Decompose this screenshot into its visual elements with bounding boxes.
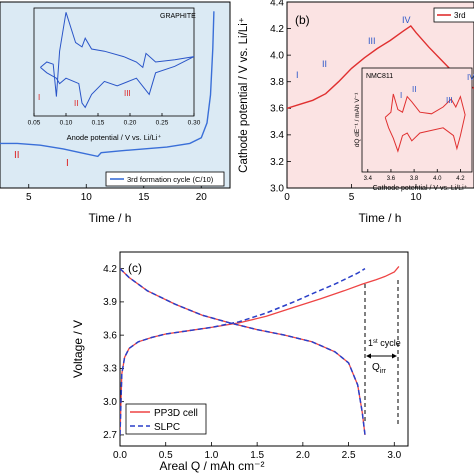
panel-a-inset-x-axis: 0.05 0.10 0.15 0.20 0.25 0.30 bbox=[28, 113, 201, 127]
panel-b-y-tick-label-3: 3.6 bbox=[270, 104, 284, 115]
panel-c-pp3d-charge-line bbox=[120, 265, 400, 435]
panel-c-y-tick-label-3: 3.6 bbox=[103, 330, 117, 341]
panel-c-y-tick-label-1: 3.0 bbox=[103, 397, 117, 408]
panel-c-qirr-arrowhead-right bbox=[392, 353, 397, 359]
panel-c-x-tick-label-5: 2.5 bbox=[342, 450, 356, 461]
panel-c-y-label: Voltage / V bbox=[71, 320, 85, 378]
panel-b-inset-series-line bbox=[384, 93, 466, 153]
panel-b-inset-x-axis: 3.4 3.6 3.8 4.0 4.2 bbox=[364, 169, 465, 182]
panel-a-region-label-ii: II bbox=[14, 150, 20, 161]
panel-a: 5 10 15 20 Time / h II I 3rd formation cycl… bbox=[0, 1, 231, 225]
panel-c-slpc-discharge-line bbox=[120, 268, 366, 435]
panel-b-y-tick-label-2: 3.4 bbox=[270, 130, 284, 141]
panel-b-inset-x-tick-label-1: 3.6 bbox=[387, 176, 396, 182]
panel-b-inset-box bbox=[361, 67, 473, 173]
panel-b-inset-x-tick-label-3: 4.0 bbox=[433, 176, 442, 182]
panel-b-inset-x-tick-label-4: 4.2 bbox=[456, 176, 465, 182]
panel-a-legend-box bbox=[105, 171, 225, 187]
panel-a-inset-x-tick-label-2: 0.15 bbox=[92, 120, 105, 127]
panel-c: 0.0 0.5 1.0 1.5 2.0 2.5 3.02.73.03.33.63.94.2 … bbox=[71, 251, 409, 473]
panel-b-inset-y-label: dQ dE⁻¹ / mAh V⁻¹ bbox=[354, 92, 361, 147]
panel-a-inset-x-tick-label-0: 0.05 bbox=[28, 120, 41, 127]
panel-c-panel-label: (c) bbox=[128, 261, 142, 275]
panel-c-axes: 0.0 0.5 1.0 1.5 2.0 2.5 3.0 2.7 3.0 3.3 3.6 3.9 4.2 bbox=[103, 264, 402, 461]
panel-c-y-tick-label-2: 3.3 bbox=[103, 364, 117, 375]
panel-b-region-label-iii: III bbox=[368, 36, 376, 46]
panel-c-annotation-qirr: Qirr bbox=[372, 362, 387, 375]
panel-a-inset-label-ii: II bbox=[74, 99, 78, 108]
panel-b-legend-box bbox=[433, 7, 474, 23]
panel-a-inset: GRAPHITE 0.05 0.10 0.15 0.20 0.25 0.30 Anode … bbox=[28, 7, 201, 142]
panel-a-inset-label-i: I bbox=[38, 93, 40, 102]
panel-b-region-label-i: I bbox=[296, 70, 299, 80]
panel-a-x-tick-label-3: 20 bbox=[196, 192, 208, 203]
panel-c-qirr-arrowhead-left bbox=[366, 353, 371, 359]
panel-b-inset-x-label: Cathode potential / V vs. Li/Li⁺ bbox=[373, 185, 468, 192]
panel-c-x-tick-label-6: 3.0 bbox=[387, 450, 401, 461]
panel-c-y-tick-label-5: 4.2 bbox=[103, 264, 117, 275]
panel-b-y-tick-label-7: 4.4 bbox=[270, 0, 284, 8]
panel-a-inset-box bbox=[33, 7, 195, 117]
panel-c-legend-text-slpc: SLPC bbox=[154, 422, 180, 433]
panel-b-y-tick-label-1: 3.2 bbox=[270, 157, 284, 168]
panel-b-inset-title: NMC811 bbox=[366, 73, 393, 80]
panel-a-x-label: Time / h bbox=[89, 211, 132, 225]
panel-b-inset-x-tick-label-2: 3.8 bbox=[410, 176, 419, 182]
panel-b-x-label: Time / h bbox=[359, 211, 402, 225]
panel-c-x-tick-label-0: 0.0 bbox=[113, 450, 127, 461]
panel-b-y-label: Cathode potential / V vs. Li/Li⁺ bbox=[238, 17, 250, 173]
panel-a-x-tick-label-0: 5 bbox=[26, 192, 32, 203]
panel-a-region-label-i: I bbox=[66, 158, 69, 169]
panel-a-inset-label-iii: III bbox=[124, 89, 131, 98]
panel-b-panel-label: (b) bbox=[295, 13, 310, 27]
panel-b-y-tick-label-5: 4.0 bbox=[270, 50, 284, 61]
panel-b-y-tick-label-6: 4.2 bbox=[270, 24, 284, 35]
panel-a-inset-x-tick-label-4: 0.25 bbox=[156, 120, 169, 127]
panel-a-inset-x-label: Anode potential / V vs. Li/Li⁺ bbox=[67, 133, 162, 142]
panel-b-y-tick-label-0: 3.0 bbox=[270, 183, 284, 194]
panel-a-x-tick-label-1: 10 bbox=[81, 192, 93, 203]
panel-a-inset-series-line bbox=[40, 12, 195, 109]
panel-b-inset-label-i: I bbox=[400, 91, 402, 100]
panel-b-inset-label-ii: II bbox=[412, 85, 416, 94]
panel-b-region-label-iv: IV bbox=[402, 15, 411, 25]
panel-c-y-tick-label-0: 2.7 bbox=[103, 430, 117, 441]
panel-b-series-line bbox=[287, 24, 474, 109]
panel-a-series-line bbox=[0, 11, 215, 158]
panel-b-y-tick-label-4: 3.8 bbox=[270, 77, 284, 88]
panel-c-legend-text-pp3d: PP3D cell bbox=[154, 408, 198, 419]
panel-c-x-label: Areal Q / mAh cm⁻² bbox=[159, 459, 264, 473]
panel-a-inset-title: GRAPHITE bbox=[160, 13, 196, 20]
panel-b-inset-label-iv: IV bbox=[467, 73, 474, 82]
panel-c-slpc-charge-line bbox=[120, 267, 366, 435]
panel-a-x-tick-label-2: 15 bbox=[138, 192, 150, 203]
panel-a-inset-x-tick-label-5: 0.30 bbox=[188, 120, 201, 127]
panel-c-x-tick-label-2: 1.0 bbox=[204, 450, 218, 461]
panel-c-x-tick-label-1: 0.5 bbox=[159, 450, 173, 461]
panel-a-inset-x-tick-label-3: 0.20 bbox=[124, 120, 137, 127]
panel-b-region-label-ii: II bbox=[322, 59, 327, 69]
panel-c-x-tick-label-3: 1.5 bbox=[250, 450, 264, 461]
panel-b-inset: NMC811 dQ dE⁻¹ / mAh V⁻¹ 3.4 3.6 3.8 4.0 4.2… bbox=[354, 67, 474, 192]
panel-c-legend-box bbox=[125, 403, 207, 435]
panel-b-inset-label-iii: III bbox=[446, 96, 453, 105]
panel-b: 0 5 10 3.0 3.2 3.4 3.6 3.8 4.0 4.2 4.4 Cathode pot… bbox=[238, 0, 474, 225]
panel-a-inset-x-tick-label-1: 0.10 bbox=[60, 120, 73, 127]
panel-b-inset-x-tick-label-0: 3.4 bbox=[364, 176, 373, 182]
panel-b-x-tick-label-1: 5 bbox=[349, 192, 355, 203]
panel-c-annotation-cycle: 1st cycle bbox=[368, 338, 401, 348]
panel-b-x-tick-label-0: 0 bbox=[284, 192, 290, 203]
panel-c-y-tick-label-4: 3.9 bbox=[103, 297, 117, 308]
panel-b-axes: 0 5 10 3.0 3.2 3.4 3.6 3.8 4.0 4.2 4.4 bbox=[270, 0, 422, 203]
panel-a-legend-text: 3rd formation cycle (C/10) bbox=[127, 175, 214, 184]
panel-b-legend-text: 3rd bbox=[454, 11, 466, 20]
panel-b-x-tick-label-2: 10 bbox=[410, 192, 422, 203]
panel-c-x-tick-label-4: 2.0 bbox=[296, 450, 310, 461]
